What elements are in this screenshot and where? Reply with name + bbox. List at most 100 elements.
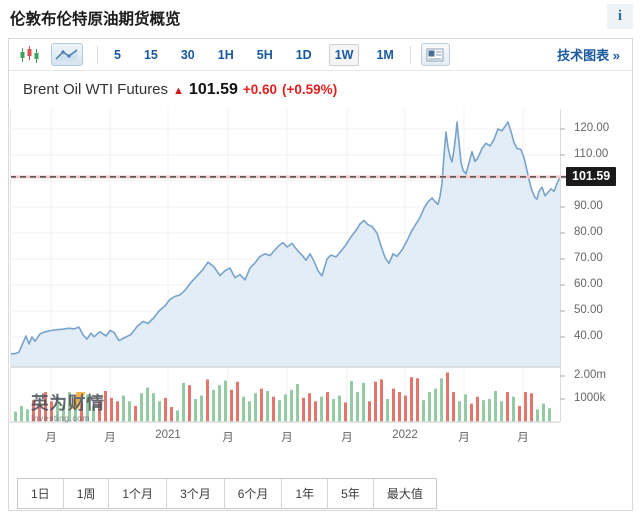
volume-bar — [206, 379, 209, 422]
range-button-7[interactable]: 最大值 — [386, 487, 423, 501]
x-axis-label: 月 — [341, 432, 353, 444]
y-axis-label: 120.00 — [574, 122, 610, 134]
toolbar-separator — [97, 45, 98, 64]
volume-bar — [44, 392, 47, 422]
volume-bar — [404, 395, 407, 422]
range-selector: 1日 1周 1个月 3个月 6个月 1年 5年 最大值 — [17, 478, 437, 509]
x-axis-label: 月 — [222, 432, 234, 444]
volume-bar — [332, 399, 335, 422]
volume-bar — [320, 396, 323, 422]
volume-bar — [308, 393, 311, 422]
volume-bar — [134, 405, 137, 422]
volume-bar — [242, 396, 245, 422]
volume-bar — [356, 392, 359, 422]
page-title: 伦敦布伦特原油期货概览 — [10, 11, 181, 28]
volume-bar — [32, 400, 35, 422]
volume-bar — [338, 395, 341, 422]
x-axis-label: 月 — [281, 432, 293, 444]
volume-bar — [434, 388, 437, 422]
volume-bar — [98, 401, 101, 422]
volume-bar — [470, 403, 473, 422]
line-chart-icon[interactable] — [51, 43, 83, 66]
x-axis-label: 月 — [458, 432, 470, 444]
y-axis-label: 90.00 — [574, 200, 603, 212]
volume-bar — [326, 392, 329, 422]
info-icon[interactable]: i — [607, 4, 633, 29]
volume-bar — [236, 381, 239, 422]
price-up-arrow-icon: ▲ — [173, 85, 184, 97]
volume-bar — [62, 404, 65, 422]
price-change: +0.60 — [242, 82, 278, 97]
volume-bar — [284, 394, 287, 422]
interval-button-1h[interactable]: 1H — [217, 47, 234, 62]
volume-bar — [398, 392, 401, 422]
x-axis-label: 2022 — [392, 429, 418, 441]
volume-bar — [92, 405, 95, 422]
interval-button-1d[interactable]: 1D — [295, 47, 312, 62]
current-price-badge: 101.59 — [566, 166, 617, 186]
range-button-6[interactable]: 5年 — [328, 479, 374, 508]
volume-bar — [296, 384, 299, 422]
price-change-percent: (+0.59%) — [282, 82, 338, 97]
interval-button-30[interactable]: 30 — [180, 47, 195, 62]
interval-button-5[interactable]: 5 — [114, 47, 121, 62]
chart-panel-layout-icon[interactable] — [420, 43, 450, 66]
technical-chart-link[interactable]: 技术图表 » — [557, 48, 620, 63]
candlestick-chart-icon[interactable] — [17, 43, 43, 67]
toolbar-separator — [409, 45, 411, 64]
volume-bar — [104, 390, 107, 422]
volume-bar — [122, 395, 125, 422]
volume-bar — [266, 390, 269, 422]
chart-widget: 5 15 30 1H 5H 1D 1W 1M 技术图表 » Brent Oil WTI Fut… — [8, 38, 633, 511]
price-volume-chart[interactable] — [10, 109, 568, 423]
volume-bar — [140, 393, 143, 422]
volume-bar — [500, 401, 503, 422]
volume-bar — [482, 400, 485, 422]
interval-button-5h[interactable]: 5H — [256, 47, 273, 62]
volume-bar — [524, 392, 527, 422]
range-button-0[interactable]: 1日 — [18, 479, 64, 508]
volume-bar — [218, 385, 221, 422]
volume-bar — [80, 403, 83, 422]
volume-bar — [38, 403, 41, 422]
y-axis-label: 70.00 — [574, 252, 603, 264]
volume-bar — [476, 396, 479, 422]
volume-bar — [494, 390, 497, 422]
range-button-5[interactable]: 1年 — [282, 479, 329, 508]
volume-bar — [194, 399, 197, 422]
volume-bar — [392, 388, 395, 422]
range-button-2[interactable]: 1个月 — [109, 479, 168, 508]
chart-area[interactable]: 101.59 英为财情 Investing.com 120.00 110.00 90… — [10, 109, 632, 459]
watermark-en: Investing.com — [31, 413, 90, 423]
volume-bar — [146, 387, 149, 422]
volume-bar — [422, 400, 425, 422]
volume-bar — [56, 396, 59, 422]
investing-watermark: 英为财情 Investing.com — [31, 390, 105, 423]
y-axis-label: 50.00 — [574, 304, 603, 316]
volume-bar — [182, 382, 185, 422]
range-button-3[interactable]: 3个月 — [167, 479, 225, 508]
x-axis-label: 月 — [104, 432, 116, 444]
volume-bar — [176, 410, 179, 422]
volume-bar — [488, 399, 491, 422]
y-axis-label: 80.00 — [574, 226, 603, 238]
x-axis-label: 月 — [45, 432, 57, 444]
volume-bar — [254, 393, 257, 422]
volume-bar — [152, 393, 155, 422]
volume-bar — [50, 401, 53, 422]
range-button-4[interactable]: 6个月 — [225, 479, 283, 508]
price-area-fill — [10, 122, 560, 367]
range-button-1[interactable]: 1周 — [64, 479, 110, 508]
volume-bar — [446, 372, 449, 422]
volume-bar — [416, 378, 419, 422]
volume-bar — [248, 401, 251, 422]
interval-button-15[interactable]: 15 — [143, 47, 158, 62]
volume-bar — [164, 397, 167, 422]
volume-axis-label: 1000k — [574, 392, 606, 404]
interval-selector: 5 15 30 1H 5H 1D 1W 1M — [108, 43, 400, 66]
chart-toolbar: 5 15 30 1H 5H 1D 1W 1M 技术图表 » — [9, 39, 632, 71]
interval-button-1m[interactable]: 1M — [376, 47, 394, 62]
volume-bar — [188, 385, 191, 422]
interval-button-1w[interactable]: 1W — [328, 43, 360, 66]
volume-bar — [290, 389, 293, 422]
